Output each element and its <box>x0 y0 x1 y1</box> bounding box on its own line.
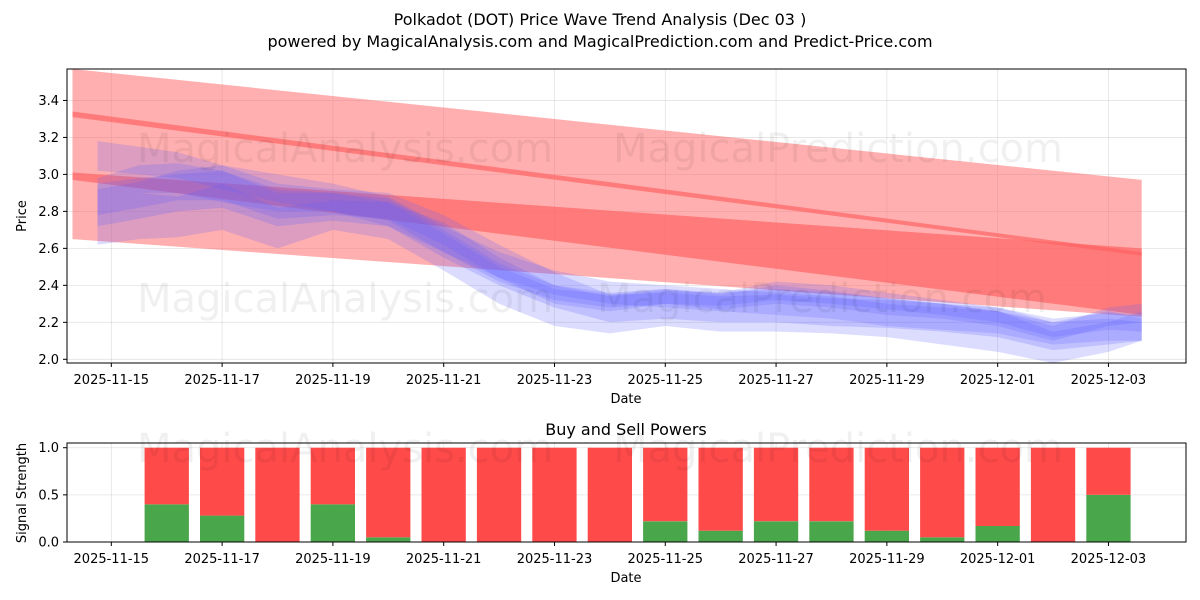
signal-x-tick-label: 2025-11-27 <box>738 552 814 567</box>
sell-power-bar <box>421 447 466 542</box>
sell-power-bar <box>310 447 355 505</box>
price-x-tick-label: 2025-11-29 <box>849 373 925 388</box>
signal-x-tick-label: 2025-11-17 <box>184 552 260 567</box>
watermark-analysis-mid: MagicalAnalysis.com <box>137 276 553 322</box>
price-x-tick-label: 2025-11-23 <box>517 373 593 388</box>
buy-power-bar <box>144 504 189 542</box>
sell-power-bar <box>698 447 743 531</box>
sell-power-bar <box>476 447 522 542</box>
red-trend-band <box>72 172 1142 315</box>
sell-power-bar <box>255 447 300 542</box>
price-plot-frame <box>66 68 1187 364</box>
blue-wave-band <box>97 141 1142 345</box>
watermark-prediction-bottom: MagicalPrediction.com <box>613 426 1063 472</box>
sell-power-bar <box>532 447 577 542</box>
watermark-analysis-bottom: MagicalAnalysis.com <box>137 426 553 472</box>
buy-power-bar <box>753 521 799 542</box>
chart-title: Polkadot (DOT) Price Wave Trend Analysis… <box>394 10 807 29</box>
price-y-tick-label: 2.2 <box>38 316 59 331</box>
sell-power-bar <box>1030 447 1076 542</box>
sell-power-bar <box>1086 447 1131 495</box>
signal-panel: Buy and Sell Powers MagicalAnalysis.com … <box>15 420 1187 586</box>
buy-power-bar <box>920 537 965 542</box>
signal-y-tick-label: 0.0 <box>38 536 59 551</box>
signal-y-tick-label: 1.0 <box>38 441 59 456</box>
price-y-tick-label: 2.0 <box>38 353 59 368</box>
sell-power-bar <box>809 447 854 522</box>
buy-power-bar <box>366 537 411 542</box>
price-x-tick-label: 2025-12-01 <box>960 373 1036 388</box>
watermark-prediction-top: MagicalPrediction.com <box>613 126 1063 172</box>
price-panel: MagicalAnalysis.com MagicalPrediction.co… <box>15 68 1187 407</box>
price-x-tick-label: 2025-11-17 <box>184 373 260 388</box>
chart-subtitle: powered by MagicalAnalysis.com and Magic… <box>267 32 932 51</box>
signal-x-axis-label: Date <box>610 571 641 586</box>
price-x-tick-label: 2025-11-19 <box>295 373 371 388</box>
blue-wave-band <box>97 183 1142 363</box>
signal-x-tick-label: 2025-11-15 <box>74 552 150 567</box>
sell-power-bar <box>864 447 909 531</box>
signal-x-tick-label: 2025-11-25 <box>627 552 703 567</box>
price-x-tick-label: 2025-12-03 <box>1071 373 1147 388</box>
price-y-tick-label: 2.6 <box>38 242 59 257</box>
buy-power-bar <box>698 530 743 542</box>
price-x-tick-label: 2025-11-27 <box>738 373 814 388</box>
buy-power-bar <box>809 521 854 542</box>
watermark-prediction-mid: MagicalPrediction.com <box>597 276 1047 322</box>
sell-power-bar <box>366 447 411 538</box>
sell-power-bar <box>144 447 189 505</box>
blue-wave-band <box>97 165 1142 351</box>
signal-y-axis-label: Signal Strength <box>15 443 30 543</box>
price-x-tick-label: 2025-11-21 <box>406 373 482 388</box>
price-y-tick-label: 2.4 <box>38 279 59 294</box>
price-x-tick-label: 2025-11-15 <box>74 373 150 388</box>
sell-power-bar <box>587 447 632 542</box>
signal-panel-title: Buy and Sell Powers <box>545 420 707 439</box>
price-x-axis-label: Date <box>610 392 641 407</box>
red-trend-band <box>72 111 1142 256</box>
price-x-tick-label: 2025-11-25 <box>627 373 703 388</box>
signal-x-tick-label: 2025-12-01 <box>960 552 1036 567</box>
sell-power-bar <box>200 447 245 516</box>
buy-power-bar <box>310 504 355 542</box>
buy-power-bar <box>975 526 1020 542</box>
price-y-tick-label: 3.2 <box>38 131 59 146</box>
signal-plot-frame <box>66 442 1187 543</box>
price-y-tick-label: 3.0 <box>38 168 59 183</box>
signal-x-tick-label: 2025-11-21 <box>406 552 482 567</box>
buy-power-bar <box>200 515 245 542</box>
signal-x-tick-label: 2025-11-19 <box>295 552 371 567</box>
blue-wave-band <box>97 170 1142 341</box>
sell-power-bar <box>643 447 688 522</box>
price-y-axis-label: Price <box>15 200 30 232</box>
sell-power-bar <box>753 447 799 522</box>
buy-power-bar <box>864 530 909 542</box>
price-y-tick-label: 2.8 <box>38 205 59 220</box>
signal-x-tick-label: 2025-11-29 <box>849 552 925 567</box>
buy-power-bar <box>1086 494 1131 542</box>
signal-x-tick-label: 2025-12-03 <box>1071 552 1147 567</box>
buy-power-bar <box>643 521 688 542</box>
blue-wave-band <box>97 163 1142 338</box>
watermark-analysis-top: MagicalAnalysis.com <box>137 126 553 172</box>
sell-power-bar <box>920 447 965 538</box>
signal-y-tick-label: 0.5 <box>38 488 59 503</box>
sell-power-bar <box>975 447 1020 526</box>
price-y-tick-label: 3.4 <box>38 94 59 109</box>
signal-x-tick-label: 2025-11-23 <box>517 552 593 567</box>
